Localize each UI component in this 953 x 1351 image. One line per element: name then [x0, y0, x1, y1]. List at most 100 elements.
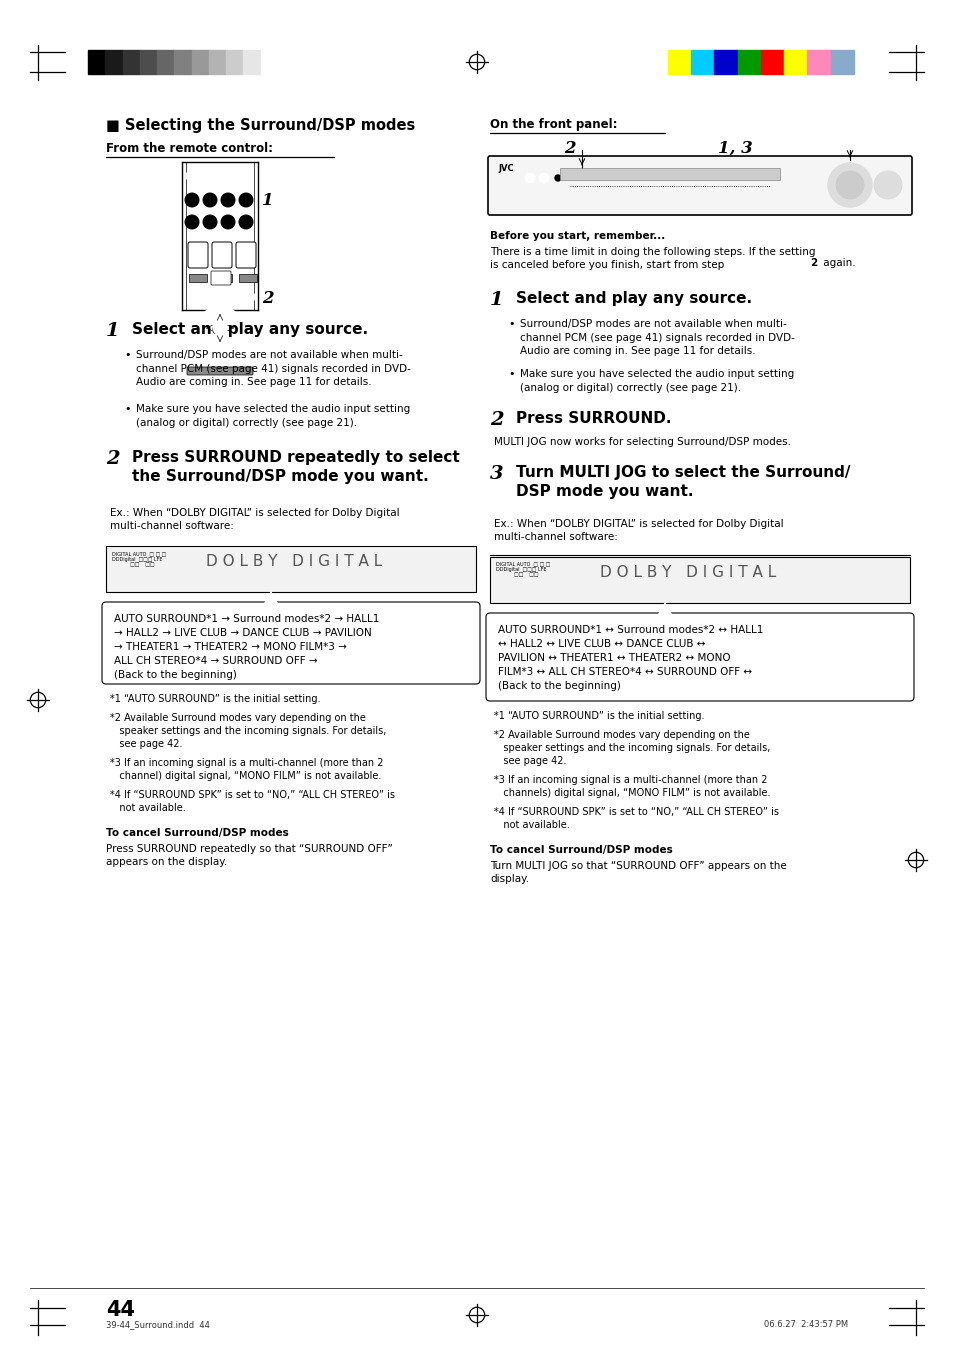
Circle shape — [240, 170, 252, 182]
Text: JVC: JVC — [497, 163, 513, 173]
Text: •: • — [124, 350, 131, 359]
Text: 3: 3 — [490, 465, 503, 484]
Text: Ex.: When “DOLBY DIGITAL” is selected for Dolby Digital
multi-channel software:: Ex.: When “DOLBY DIGITAL” is selected fo… — [494, 519, 782, 542]
Text: •: • — [507, 319, 514, 330]
Text: Select and play any source.: Select and play any source. — [132, 322, 368, 336]
Text: Surround/DSP modes are not available when multi-
channel PCM (see page 41) signa: Surround/DSP modes are not available whe… — [519, 319, 794, 357]
Text: Before you start, remember...: Before you start, remember... — [490, 231, 664, 240]
Polygon shape — [657, 603, 672, 617]
Bar — [192, 50, 209, 74]
Text: 2: 2 — [563, 141, 576, 157]
FancyBboxPatch shape — [187, 367, 253, 376]
Bar — [174, 50, 192, 74]
Text: 1: 1 — [490, 290, 503, 309]
Bar — [105, 50, 122, 74]
Bar — [243, 50, 260, 74]
FancyBboxPatch shape — [188, 242, 208, 267]
Bar — [189, 274, 207, 282]
FancyBboxPatch shape — [212, 242, 232, 267]
Circle shape — [207, 290, 219, 303]
FancyBboxPatch shape — [485, 613, 913, 701]
Circle shape — [185, 215, 199, 230]
Bar — [239, 274, 256, 282]
Bar — [737, 50, 760, 74]
FancyBboxPatch shape — [488, 155, 911, 215]
Text: 44: 44 — [106, 1300, 135, 1320]
Text: 2: 2 — [809, 258, 817, 267]
Text: Turn MULTI JOG to select the Surround/
DSP mode you want.: Turn MULTI JOG to select the Surround/ D… — [516, 465, 850, 499]
Circle shape — [213, 351, 227, 365]
Circle shape — [239, 193, 253, 207]
FancyBboxPatch shape — [102, 603, 479, 684]
Text: Press SURROUND repeatedly so that “SURROUND OFF”
appears on the display.: Press SURROUND repeatedly so that “SURRO… — [106, 844, 393, 867]
Circle shape — [189, 290, 201, 303]
Text: From the remote control:: From the remote control: — [106, 142, 273, 155]
Circle shape — [873, 172, 901, 199]
Text: DIGITAL AUTO  □ □ □
DDDigital  □□□ LFE
            □□    □□: DIGITAL AUTO □ □ □ DDDigital □□□ LFE □□ … — [112, 551, 166, 567]
Text: Press SURROUND repeatedly to select
the Surround/DSP mode you want.: Press SURROUND repeatedly to select the … — [132, 450, 459, 484]
Text: ■ Selecting the Surround/DSP modes: ■ Selecting the Surround/DSP modes — [106, 118, 415, 132]
Bar — [559, 168, 780, 180]
Text: D O L B Y   D I G I T A L: D O L B Y D I G I T A L — [206, 554, 382, 569]
Text: *1 “AUTO SURROUND” is the initial setting.: *1 “AUTO SURROUND” is the initial settin… — [494, 711, 703, 721]
Text: *1 “AUTO SURROUND” is the initial setting.: *1 “AUTO SURROUND” is the initial settin… — [110, 694, 320, 704]
Text: 06.6.27  2:43:57 PM: 06.6.27 2:43:57 PM — [763, 1320, 847, 1329]
Text: *4 If “SURROUND SPK” is set to “NO,” “ALL CH STEREO” is
   not available.: *4 If “SURROUND SPK” is set to “NO,” “AL… — [494, 807, 779, 831]
Text: *2 Available Surround modes vary depending on the
   speaker settings and the in: *2 Available Surround modes vary dependi… — [494, 730, 770, 766]
Text: 2: 2 — [106, 450, 119, 467]
Circle shape — [524, 173, 535, 182]
Circle shape — [243, 290, 254, 303]
Text: Make sure you have selected the audio input setting
(analog or digital) correctl: Make sure you have selected the audio in… — [136, 404, 410, 428]
Text: AUTO SURROUND*1 → Surround modes*2 → HALL1
→ HALL2 → LIVE CLUB → DANCE CLUB → PA: AUTO SURROUND*1 → Surround modes*2 → HAL… — [113, 613, 379, 680]
Circle shape — [203, 193, 216, 207]
Bar — [667, 50, 691, 74]
Circle shape — [185, 193, 199, 207]
FancyBboxPatch shape — [235, 242, 255, 267]
Bar — [691, 50, 714, 74]
Text: Press SURROUND.: Press SURROUND. — [516, 411, 671, 426]
Bar — [213, 274, 232, 282]
Text: 39-44_Surround.indd  44: 39-44_Surround.indd 44 — [106, 1320, 210, 1329]
Bar — [760, 50, 783, 74]
Circle shape — [835, 172, 863, 199]
Text: 2: 2 — [262, 290, 274, 307]
Text: Select and play any source.: Select and play any source. — [516, 290, 751, 305]
Text: again.: again. — [820, 258, 855, 267]
Circle shape — [204, 170, 215, 182]
Circle shape — [239, 215, 253, 230]
Text: 1, 3: 1, 3 — [717, 141, 752, 157]
Text: Make sure you have selected the audio input setting
(analog or digital) correctl: Make sure you have selected the audio in… — [519, 369, 794, 393]
Bar — [122, 50, 140, 74]
Bar — [783, 50, 806, 74]
Text: 1: 1 — [262, 192, 274, 209]
Text: Ex.: When “DOLBY DIGITAL” is selected for Dolby Digital
multi-channel software:: Ex.: When “DOLBY DIGITAL” is selected fo… — [110, 508, 399, 531]
Bar — [140, 50, 157, 74]
Circle shape — [538, 173, 548, 182]
Bar — [226, 50, 243, 74]
Text: *3 If an incoming signal is a multi-channel (more than 2
   channel) digital sig: *3 If an incoming signal is a multi-chan… — [110, 758, 383, 781]
Text: *2 Available Surround modes vary depending on the
   speaker settings and the in: *2 Available Surround modes vary dependi… — [110, 713, 386, 750]
Circle shape — [203, 215, 216, 230]
Text: Surround/DSP modes are not available when multi-
channel PCM (see page 41) signa: Surround/DSP modes are not available whe… — [136, 350, 411, 388]
Text: 1: 1 — [106, 322, 119, 340]
Circle shape — [186, 170, 198, 182]
Text: 2: 2 — [490, 411, 503, 430]
Text: *3 If an incoming signal is a multi-channel (more than 2
   channels) digital si: *3 If an incoming signal is a multi-chan… — [494, 775, 770, 798]
Bar — [88, 50, 105, 74]
Circle shape — [221, 215, 234, 230]
Text: *4 If “SURROUND SPK” is set to “NO,” “ALL CH STEREO” is
   not available.: *4 If “SURROUND SPK” is set to “NO,” “AL… — [110, 790, 395, 813]
Text: There is a time limit in doing the following steps. If the setting
is canceled b: There is a time limit in doing the follo… — [490, 247, 815, 270]
Text: D O L B Y   D I G I T A L: D O L B Y D I G I T A L — [599, 565, 776, 580]
Bar — [830, 50, 853, 74]
Bar — [209, 50, 226, 74]
Bar — [106, 546, 476, 592]
Text: •: • — [124, 404, 131, 413]
Text: On the front panel:: On the front panel: — [490, 118, 617, 131]
Circle shape — [225, 290, 236, 303]
Text: Turn MULTI JOG so that “SURROUND OFF” appears on the
display.: Turn MULTI JOG so that “SURROUND OFF” ap… — [490, 861, 786, 884]
Bar — [806, 50, 830, 74]
Circle shape — [198, 305, 242, 350]
FancyBboxPatch shape — [211, 272, 231, 285]
Circle shape — [213, 322, 227, 335]
Circle shape — [555, 176, 560, 181]
